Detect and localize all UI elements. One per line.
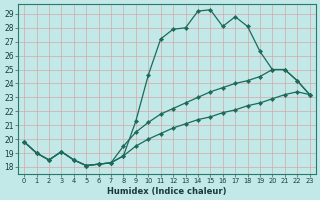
X-axis label: Humidex (Indice chaleur): Humidex (Indice chaleur) — [107, 187, 227, 196]
